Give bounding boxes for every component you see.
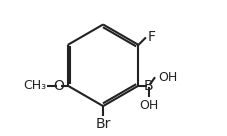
Text: OH: OH: [158, 71, 177, 84]
Text: B: B: [143, 79, 153, 93]
Text: OH: OH: [138, 99, 158, 112]
Text: Br: Br: [95, 117, 110, 131]
Text: O: O: [53, 79, 64, 93]
Text: F: F: [147, 30, 155, 44]
Text: CH₃: CH₃: [23, 79, 46, 92]
